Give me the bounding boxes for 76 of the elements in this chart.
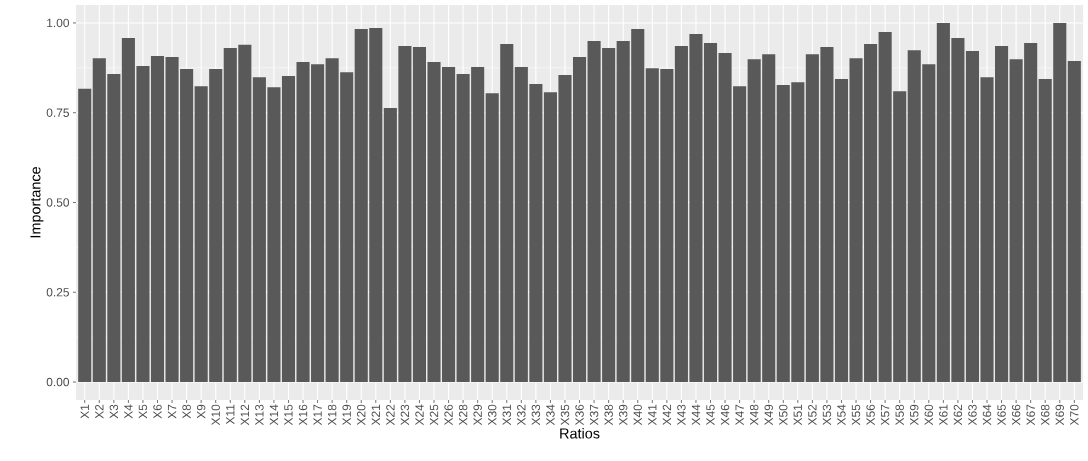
x-tick-label: X15 xyxy=(284,404,293,426)
x-tick-label: X26 xyxy=(444,404,453,426)
x-tick-label: X50 xyxy=(779,404,788,426)
x-tick-label: X48 xyxy=(749,404,759,426)
x-tick-label: X4 xyxy=(124,404,133,419)
x-tick-label: X34 xyxy=(546,404,555,426)
x-tick-label: X13 xyxy=(255,404,264,426)
x-tick-label: X14 xyxy=(269,404,279,426)
x-tick-label: X40 xyxy=(633,404,642,426)
x-tick-label: X21 xyxy=(371,404,380,426)
x-tick-label: X31 xyxy=(502,404,511,426)
x-tick-label: X56 xyxy=(866,404,875,426)
x-tick-label: X52 xyxy=(808,404,817,426)
x-tick-label: X55 xyxy=(851,404,861,426)
x-tick-label: X30 xyxy=(487,404,497,426)
y-tick-label: 1.00 xyxy=(47,18,70,28)
x-tick-label: X38 xyxy=(604,404,613,426)
x-tick-label: X19 xyxy=(342,404,351,426)
x-tick-label: X33 xyxy=(531,404,541,426)
x-tick-label: X63 xyxy=(968,404,977,426)
x-tick-label: X53 xyxy=(822,404,832,426)
x-tick-label: X42 xyxy=(662,404,672,426)
x-tick-label: X64 xyxy=(982,404,992,426)
x-tick-label: X24 xyxy=(415,404,424,426)
x-tick-label: X49 xyxy=(764,404,773,426)
x-tick-label: X20 xyxy=(357,404,366,426)
x-tick-label: X67 xyxy=(1026,404,1035,426)
x-tick-label: X36 xyxy=(575,404,584,426)
x-tick-label: X43 xyxy=(677,404,686,426)
x-tick-label: X29 xyxy=(473,404,482,426)
x-tick-label: X5 xyxy=(138,404,148,419)
x-tick-label: X45 xyxy=(706,404,715,426)
y-tick-label: 0.00 xyxy=(46,377,70,387)
x-tick-label: X46 xyxy=(720,404,730,426)
x-tick-label: X41 xyxy=(648,404,657,426)
x-tick-label: X59 xyxy=(910,404,919,426)
x-tick-label: X6 xyxy=(153,404,162,419)
x-tick-label: X47 xyxy=(735,404,744,426)
x-tick-label: X2 xyxy=(95,404,104,419)
y-tick-label: 0.25 xyxy=(46,288,69,297)
x-tick-label: X37 xyxy=(589,404,599,426)
x-tick-label: X57 xyxy=(880,404,890,426)
x-tick-label: X22 xyxy=(386,404,395,426)
x-tick-label: X7 xyxy=(167,404,177,419)
x-tick-label: X68 xyxy=(1040,404,1050,426)
x-axis-title: Ratios xyxy=(560,427,600,439)
x-tick-label: X18 xyxy=(327,404,337,426)
x-tick-label: X32 xyxy=(517,404,526,426)
x-tick-label: X3 xyxy=(109,404,119,419)
x-tick-label: X35 xyxy=(560,404,570,426)
x-tick-label: X10 xyxy=(211,404,220,426)
x-tick-label: X28 xyxy=(458,404,468,426)
x-tick-label: X65 xyxy=(997,404,1006,426)
x-tick-label: X60 xyxy=(924,404,934,426)
x-tick-label: X1 xyxy=(80,404,89,419)
x-tick-label: X9 xyxy=(196,404,206,419)
x-tick-label: X54 xyxy=(837,404,846,426)
x-tick-label: X70 xyxy=(1070,404,1079,426)
x-tick-label: X16 xyxy=(298,404,308,426)
x-tick-label: X39 xyxy=(618,404,628,426)
y-axis-title: Importance xyxy=(30,167,44,238)
x-tick-label: X23 xyxy=(400,404,410,426)
x-tick-label: X12 xyxy=(240,404,249,426)
x-tick-label: X25 xyxy=(429,404,439,426)
x-tick-label: X8 xyxy=(182,404,191,419)
x-tick-label: X44 xyxy=(691,404,701,426)
x-tick-label: X69 xyxy=(1055,404,1064,426)
x-tick-label: X51 xyxy=(793,404,802,426)
x-tick-label: X62 xyxy=(953,404,963,426)
y-tick-label: 0.75 xyxy=(46,108,69,117)
x-tick-label: X17 xyxy=(313,404,322,426)
x-tick-label: X61 xyxy=(939,404,948,426)
y-tick-label: 0.50 xyxy=(46,198,70,207)
x-tick-label: X58 xyxy=(895,404,904,426)
x-tick-label: X66 xyxy=(1011,404,1021,426)
x-tick-label: X11 xyxy=(226,404,235,425)
